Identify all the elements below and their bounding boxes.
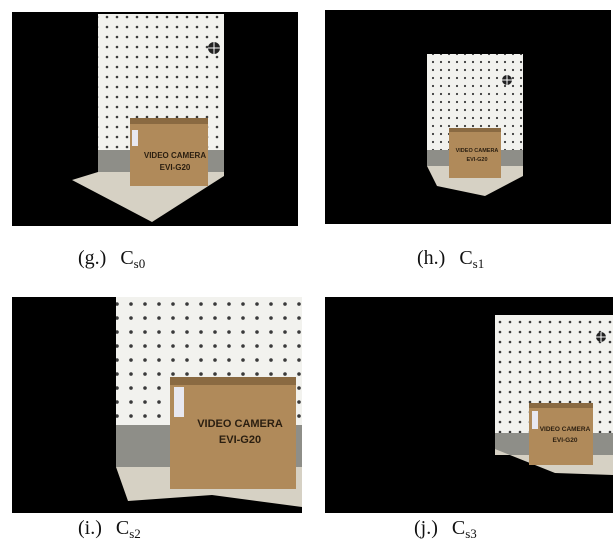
box-label-line2: EVI-G20 <box>553 437 578 444</box>
target-marker <box>596 332 606 342</box>
image-panel-h: VIDEO CAMERA EVI-G20 <box>325 10 611 224</box>
camera-symbol: C <box>115 517 130 539</box>
warped-camera-view-i: VIDEO CAMERA EVI-G20 <box>12 297 302 513</box>
camera-subscript: s3 <box>465 526 477 541</box>
box-label-line2: EVI-G20 <box>219 434 261 446</box>
image-panel-g: VIDEO CAMERA EVI-G20 <box>12 12 298 226</box>
cardboard-box: VIDEO CAMERA EVI-G20 <box>449 128 501 178</box>
box-label-line1: VIDEO CAMERA <box>197 418 283 430</box>
box-label-line2: EVI-G20 <box>160 163 191 172</box>
box-label-line1: VIDEO CAMERA <box>144 151 206 160</box>
box-label-line1: VIDEO CAMERA <box>540 426 591 433</box>
caption-g: (g.) Cs0 <box>78 248 145 270</box>
warped-camera-view-j: VIDEO CAMERA EVI-G20 <box>325 297 613 513</box>
box-label-line1: VIDEO CAMERA <box>456 148 499 154</box>
caption-label: (g.) <box>78 247 107 269</box>
camera-subscript: s2 <box>129 526 141 541</box>
camera-symbol: C <box>459 247 473 269</box>
cardboard-box: VIDEO CAMERA EVI-G20 <box>130 118 208 186</box>
caption-label: (i.) <box>78 517 102 539</box>
cardboard-box: VIDEO CAMERA EVI-G20 <box>529 403 593 465</box>
caption-label: (j.) <box>414 517 438 539</box>
warped-camera-view-h: VIDEO CAMERA EVI-G20 <box>325 10 611 224</box>
caption-h: (h.) Cs1 <box>417 248 484 270</box>
camera-symbol: C <box>451 517 466 539</box>
caption-i: (i.) Cs2 <box>78 518 141 540</box>
cardboard-box: VIDEO CAMERA EVI-G20 <box>170 377 296 489</box>
caption-j: (j.) Cs3 <box>414 518 477 540</box>
camera-subscript: s1 <box>472 256 485 271</box>
image-panel-j: VIDEO CAMERA EVI-G20 <box>325 297 613 513</box>
caption-label: (h.) <box>417 247 446 269</box>
target-marker <box>208 42 220 54</box>
image-panel-i: VIDEO CAMERA EVI-G20 <box>12 297 302 513</box>
target-marker <box>502 75 512 85</box>
camera-subscript: s0 <box>133 256 146 271</box>
camera-symbol: C <box>120 247 134 269</box>
box-label-line2: EVI-G20 <box>466 157 487 163</box>
warped-camera-view-g: VIDEO CAMERA EVI-G20 <box>12 12 298 226</box>
